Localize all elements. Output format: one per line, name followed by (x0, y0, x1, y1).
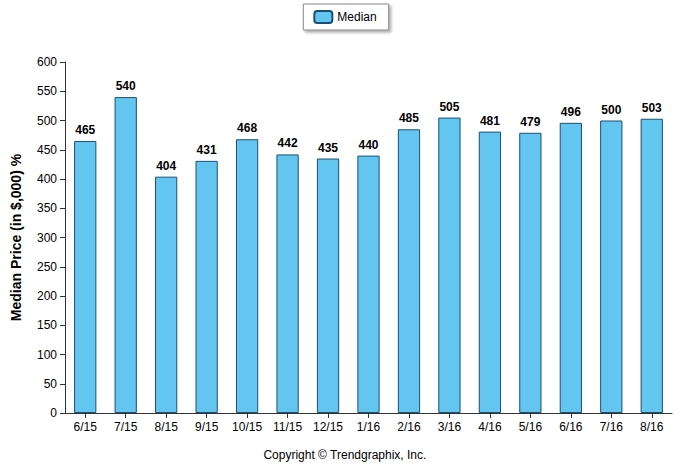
svg-text:431: 431 (197, 143, 217, 157)
svg-text:6/16: 6/16 (559, 420, 583, 434)
svg-text:1/16: 1/16 (357, 420, 381, 434)
svg-text:540: 540 (116, 79, 136, 93)
svg-text:465: 465 (75, 123, 95, 137)
svg-text:496: 496 (561, 105, 581, 119)
svg-text:404: 404 (156, 159, 176, 173)
svg-text:442: 442 (278, 136, 298, 150)
svg-text:8/15: 8/15 (154, 420, 178, 434)
svg-text:12/15: 12/15 (313, 420, 343, 434)
svg-text:Copyright © Trendgraphix, Inc.: Copyright © Trendgraphix, Inc. (263, 448, 426, 462)
svg-text:100: 100 (37, 348, 57, 362)
svg-text:500: 500 (37, 114, 57, 128)
svg-text:5/16: 5/16 (519, 420, 543, 434)
svg-text:7/15: 7/15 (114, 420, 138, 434)
svg-text:0: 0 (50, 406, 57, 420)
svg-text:11/15: 11/15 (273, 420, 302, 434)
svg-text:7/16: 7/16 (600, 420, 624, 434)
svg-text:250: 250 (37, 260, 57, 274)
svg-text:8/16: 8/16 (640, 420, 664, 434)
svg-text:Median Price (in $,000) %: Median Price (in $,000) % (8, 153, 24, 321)
svg-text:300: 300 (37, 231, 57, 245)
svg-text:200: 200 (37, 289, 57, 303)
svg-text:350: 350 (37, 201, 57, 215)
svg-text:500: 500 (601, 103, 621, 117)
svg-text:481: 481 (480, 114, 500, 128)
svg-text:10/15: 10/15 (232, 420, 262, 434)
svg-text:440: 440 (358, 138, 378, 152)
svg-text:550: 550 (37, 84, 57, 98)
svg-text:435: 435 (318, 141, 338, 155)
svg-text:9/15: 9/15 (195, 420, 219, 434)
svg-text:450: 450 (37, 143, 57, 157)
svg-text:505: 505 (439, 100, 459, 114)
svg-text:50: 50 (44, 377, 58, 391)
svg-text:485: 485 (399, 111, 419, 125)
svg-text:479: 479 (520, 115, 540, 129)
svg-text:400: 400 (37, 172, 57, 186)
svg-text:468: 468 (237, 121, 257, 135)
svg-text:503: 503 (642, 101, 662, 115)
svg-text:2/16: 2/16 (397, 420, 421, 434)
svg-text:6/15: 6/15 (74, 420, 98, 434)
svg-text:3/16: 3/16 (438, 420, 462, 434)
svg-text:4/16: 4/16 (478, 420, 502, 434)
svg-text:600: 600 (37, 55, 57, 69)
svg-text:Median: Median (337, 10, 376, 24)
svg-text:150: 150 (37, 318, 57, 332)
